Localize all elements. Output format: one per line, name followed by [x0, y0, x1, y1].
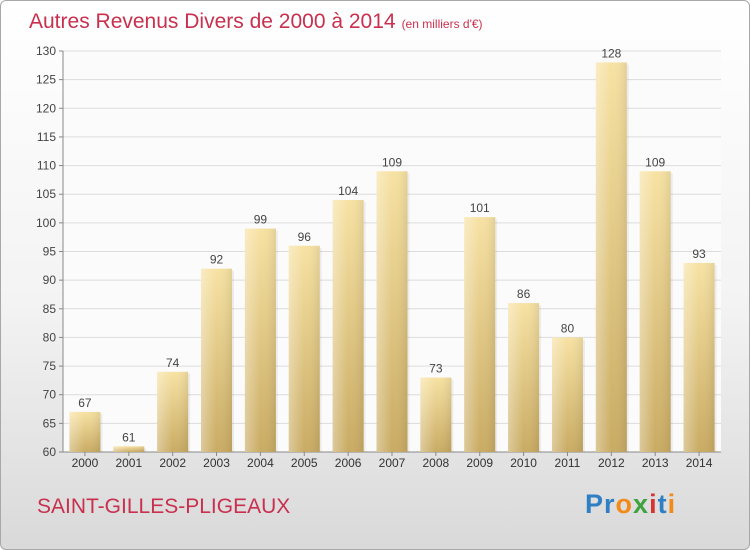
bar-highlight: [639, 171, 671, 453]
bar-highlight: [288, 245, 320, 452]
x-tick-label: 2009: [466, 456, 493, 470]
y-tick-label: 115: [37, 130, 56, 144]
plot-area: 60 65 70 75 80 85 90 95 100 105 110 115 120 125 130 67 2…: [36, 44, 721, 470]
y-tick-label: 125: [36, 73, 56, 87]
bar-value-label: 61: [122, 430, 136, 444]
y-tick-label: 110: [37, 159, 56, 173]
bar-highlight: [420, 377, 452, 452]
bar-value-label: 74: [166, 356, 180, 370]
y-tick-label: 90: [43, 273, 57, 287]
x-tick-label: 2005: [291, 456, 318, 470]
x-tick-label: 2008: [423, 456, 450, 470]
y-tick-label: 60: [43, 445, 57, 459]
bar-value-label: 109: [645, 155, 665, 169]
bar-highlight: [332, 199, 364, 452]
commune-name: SAINT-GILLES-PLIGEAUX: [37, 495, 291, 518]
x-tick-label: 2012: [598, 456, 625, 470]
x-tick-label: 2010: [510, 456, 537, 470]
x-tick-label: 2000: [72, 456, 99, 470]
y-tick-label: 65: [43, 416, 57, 430]
y-tick-label: 120: [36, 101, 56, 115]
chart-title-text: Autres Revenus Divers de 2000 à 2014: [29, 10, 396, 33]
bar-value-label: 93: [692, 247, 706, 261]
bar-value-label: 86: [517, 287, 531, 301]
bar-highlight: [113, 446, 145, 452]
y-tick-label: 100: [36, 216, 56, 230]
bar-value-label: 128: [601, 46, 621, 60]
x-tick-label: 2007: [379, 456, 406, 470]
logo-letter: t: [657, 489, 668, 519]
logo-letter: x: [633, 489, 650, 519]
bar-highlight: [595, 62, 627, 452]
logo-letter: i: [649, 489, 658, 519]
x-tick-label: 2003: [203, 456, 230, 470]
logo-letter: r: [604, 489, 616, 519]
y-tick-label: 70: [43, 388, 57, 402]
x-tick-label: 2001: [115, 456, 142, 470]
bar-value-label: 99: [254, 213, 268, 227]
bar-value-label: 73: [429, 362, 443, 376]
bar-highlight: [376, 171, 408, 453]
bar-value-label: 67: [78, 396, 92, 410]
y-tick-label: 85: [43, 302, 57, 316]
bar-value-label: 92: [210, 253, 224, 267]
x-tick-label: 2013: [642, 456, 669, 470]
x-tick-label: 2014: [686, 456, 713, 470]
x-tick-label: 2004: [247, 456, 274, 470]
x-tick-label: 2006: [335, 456, 362, 470]
x-tick-label: 2002: [159, 456, 186, 470]
bar-highlight: [551, 337, 583, 452]
bar-value-label: 96: [298, 230, 312, 244]
logo-letter: P: [585, 489, 605, 519]
proxiti-logo[interactable]: Proxiti: [585, 489, 676, 520]
y-tick-label: 105: [36, 187, 56, 201]
y-tick-label: 95: [43, 245, 57, 259]
bar-value-label: 109: [382, 155, 402, 169]
logo-letter: o: [615, 489, 634, 519]
bar-value-label: 80: [561, 321, 575, 335]
chart-unit-label: (en milliers d'€): [401, 17, 483, 31]
bar-highlight: [508, 303, 540, 452]
y-tick-label: 75: [43, 359, 57, 373]
chart-title: Autres Revenus Divers de 2000 à 2014 (en …: [29, 10, 483, 34]
bar-value-label: 104: [338, 184, 358, 198]
bar-highlight: [464, 217, 496, 452]
bar-highlight: [157, 371, 189, 452]
logo-letter: i: [667, 489, 677, 519]
bar-highlight: [69, 411, 101, 452]
x-tick-label: 2011: [555, 456, 581, 470]
y-tick-label: 80: [43, 330, 57, 344]
bar-highlight: [201, 268, 233, 452]
bar-value-label: 101: [470, 201, 490, 215]
bar-highlight: [683, 262, 715, 452]
bar-highlight: [244, 228, 276, 452]
y-tick-label: 130: [36, 44, 56, 58]
